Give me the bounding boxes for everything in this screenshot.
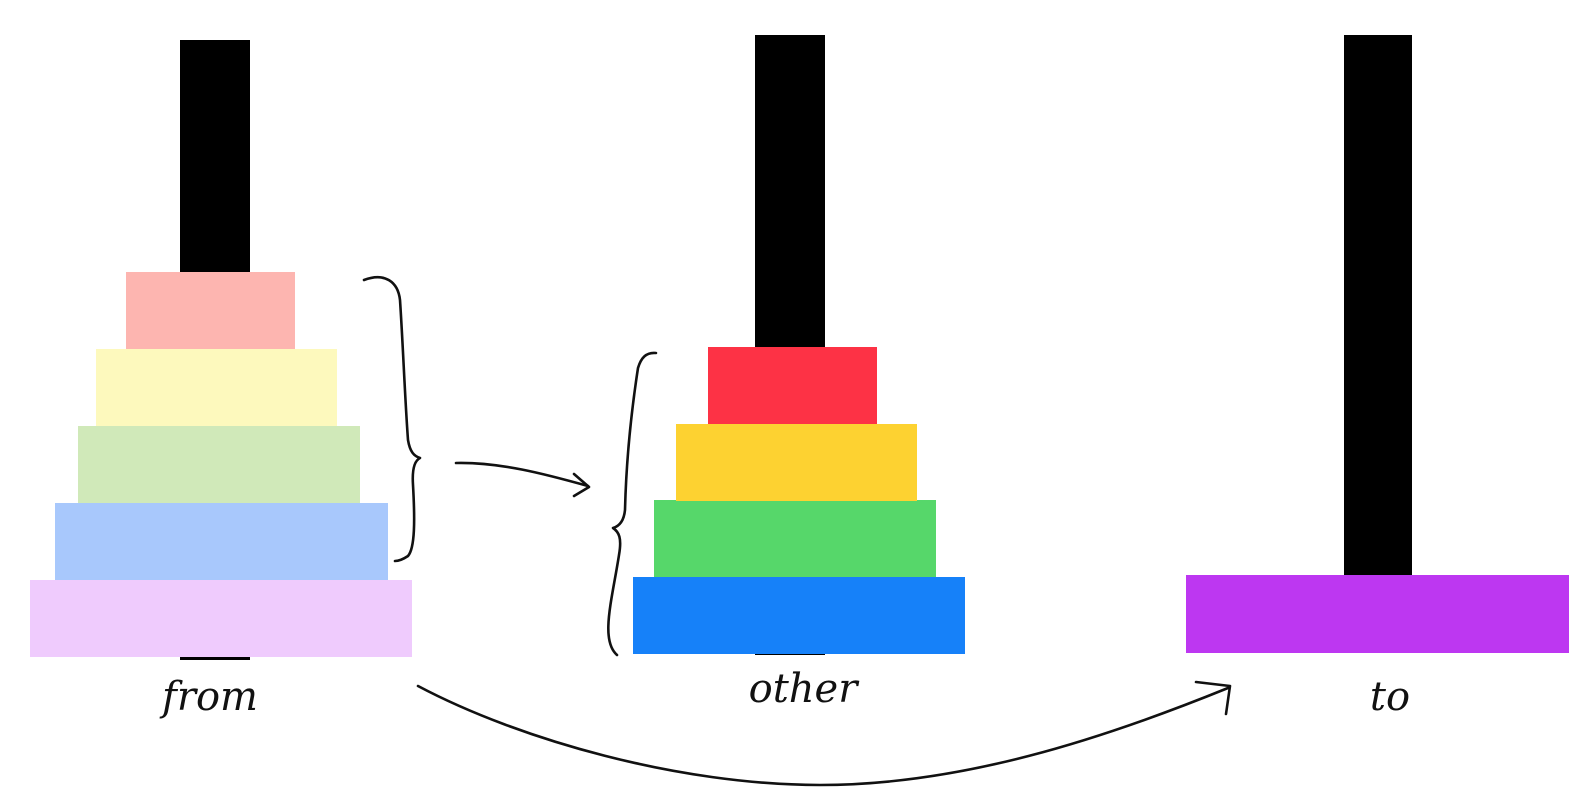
arrow-move-largest-icon bbox=[416, 684, 1230, 787]
peg-label-from: from bbox=[159, 674, 258, 720]
arrow-move-stack-head-icon bbox=[572, 472, 591, 498]
disk-other-1 bbox=[708, 347, 877, 424]
disk-from-4 bbox=[55, 503, 388, 580]
disk-from-3 bbox=[78, 426, 360, 503]
peg-from-group: from bbox=[30, 40, 412, 720]
peg-to-group: to bbox=[1186, 35, 1569, 720]
peg-to-pole bbox=[1344, 35, 1412, 615]
brace-left-icon bbox=[607, 351, 658, 657]
peg-other-group: other bbox=[633, 35, 965, 712]
disk-other-4 bbox=[633, 577, 965, 654]
peg-label-to: to bbox=[1370, 674, 1410, 720]
brace-right-icon bbox=[362, 275, 422, 563]
disk-other-2 bbox=[676, 424, 917, 501]
arrow-move-largest-head-icon bbox=[1194, 680, 1232, 716]
arrow-move-stack-icon bbox=[454, 461, 590, 488]
disk-from-5 bbox=[30, 580, 412, 657]
peg-label-other: other bbox=[749, 666, 861, 712]
disk-other-3 bbox=[654, 500, 936, 577]
disk-from-2 bbox=[96, 349, 337, 426]
disk-from-1 bbox=[126, 272, 295, 349]
disk-to-5 bbox=[1186, 575, 1569, 653]
